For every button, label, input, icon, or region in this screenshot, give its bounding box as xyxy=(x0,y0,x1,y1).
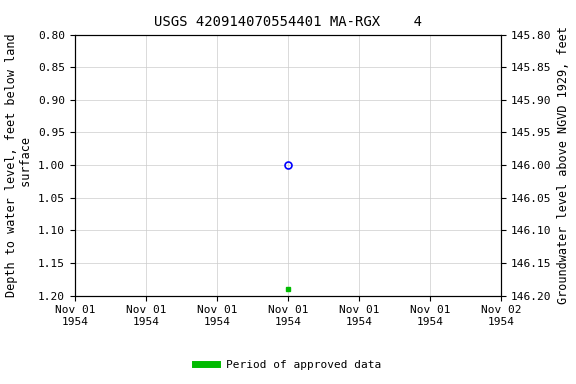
Legend: Period of approved data: Period of approved data xyxy=(191,356,385,375)
Y-axis label: Groundwater level above NGVD 1929, feet: Groundwater level above NGVD 1929, feet xyxy=(557,26,570,304)
Y-axis label: Depth to water level, feet below land
 surface: Depth to water level, feet below land su… xyxy=(5,33,33,297)
Title: USGS 420914070554401 MA-RGX    4: USGS 420914070554401 MA-RGX 4 xyxy=(154,15,422,29)
